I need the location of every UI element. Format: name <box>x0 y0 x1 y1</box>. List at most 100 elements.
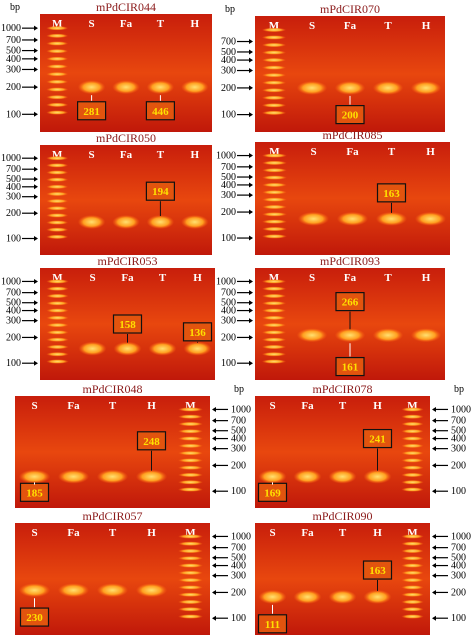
ladder-band <box>46 25 69 31</box>
ladder-label: 400 <box>221 306 236 317</box>
arrow-head <box>249 334 253 340</box>
panel-title: mPdCIR070 <box>320 2 380 16</box>
size-box <box>182 322 213 342</box>
dna-band <box>181 80 209 95</box>
arrow-head <box>212 563 216 569</box>
ladder-label: 300 <box>451 444 466 455</box>
ladder-band <box>46 170 69 175</box>
ladder-band <box>178 585 203 590</box>
ladder-label: 300 <box>6 64 21 75</box>
arrow-head <box>249 57 253 63</box>
ladder-label: 100 <box>221 233 236 244</box>
lane-label: S <box>89 18 95 30</box>
panel-title: mPdCIR044 <box>96 0 156 14</box>
ladder-band <box>401 450 424 456</box>
ladder-band <box>261 88 287 93</box>
dna-band <box>293 589 322 604</box>
ladder-band <box>46 184 69 189</box>
ladder-band <box>46 234 69 240</box>
ladder-label: 500 <box>6 174 21 185</box>
arrow-head <box>432 418 436 424</box>
lane-label: Fa <box>301 400 314 412</box>
arrow-head <box>249 290 253 296</box>
size-box <box>112 314 143 334</box>
lane-label: T <box>339 527 347 539</box>
ladder-band <box>261 344 287 350</box>
bp-label: bp <box>234 384 244 395</box>
ladder-label: 300 <box>221 190 236 201</box>
lane-label: H <box>422 20 431 32</box>
ladder-band <box>262 219 287 224</box>
arrow-head <box>249 308 253 314</box>
arrow-head <box>34 37 38 43</box>
lane-label: S <box>89 149 95 161</box>
ladder-band <box>261 337 287 342</box>
ladder-band <box>401 614 424 619</box>
ladder-band <box>262 212 287 217</box>
lane-label: Fa <box>67 400 80 412</box>
ladder-label: 100 <box>231 613 246 624</box>
lane-label: H <box>193 272 202 284</box>
ladder-band <box>262 175 287 180</box>
ladder-label: 500 <box>451 553 466 564</box>
ladder-band <box>262 190 287 195</box>
ladder-label: 500 <box>6 46 21 57</box>
ladder-label: 500 <box>221 47 236 58</box>
panel-title: mPdCIR078 <box>312 382 372 396</box>
ladder-band <box>46 56 69 62</box>
dna-band <box>96 469 129 484</box>
ladder-band <box>401 458 424 463</box>
ladder-band <box>178 465 203 470</box>
size-label: 266 <box>342 297 359 309</box>
lane-label: S <box>31 400 37 412</box>
ladder-band <box>46 87 69 92</box>
ladder-band <box>178 414 203 419</box>
dna-band <box>146 80 175 95</box>
dna-band <box>77 80 106 95</box>
lane-label: T <box>388 146 396 158</box>
dna-band <box>96 583 129 598</box>
dna-band <box>146 215 175 229</box>
lane-label: S <box>309 272 315 284</box>
arrow-head <box>432 533 436 539</box>
ladder-label: 200 <box>6 82 21 93</box>
panel-title: mPdCIR057 <box>82 509 142 523</box>
arrow-head <box>34 166 38 172</box>
ladder-band <box>261 50 287 55</box>
dna-band <box>334 80 366 95</box>
ladder-label: 1000 <box>231 404 251 415</box>
ladder-band <box>178 487 203 492</box>
ladder-band <box>261 57 287 63</box>
lane-label: M <box>52 18 63 30</box>
ladder-band <box>401 480 424 485</box>
ladder-label: 700 <box>221 288 236 299</box>
arrow-head <box>34 308 38 314</box>
dna-band <box>336 211 369 226</box>
ladder-band <box>261 322 287 328</box>
arrow-head <box>432 615 436 621</box>
ladder-band <box>401 541 424 546</box>
ladder-label: 200 <box>231 460 246 471</box>
ladder-band <box>46 286 69 291</box>
dna-band <box>410 80 442 95</box>
arrow-head <box>34 300 38 306</box>
ladder-band <box>401 599 424 605</box>
dna-band <box>328 589 357 604</box>
arrow-head <box>34 184 38 190</box>
panel-title: mPdCIR053 <box>97 254 157 268</box>
ladder-band <box>46 308 69 313</box>
ladder-label: 300 <box>221 316 236 327</box>
ladder-label: 500 <box>231 553 246 564</box>
ladder-band <box>178 429 203 434</box>
ladder-band <box>46 48 69 54</box>
ladder-band <box>178 563 203 568</box>
ladder-label: 1000 <box>231 531 251 542</box>
lane-label: M <box>269 272 280 284</box>
ladder-band <box>261 95 287 100</box>
lane-label: Fa <box>346 146 359 158</box>
ladder-band <box>46 64 69 69</box>
arrow-head <box>34 194 38 200</box>
dna-band <box>77 215 106 229</box>
arrow-head <box>432 436 436 442</box>
lane-label: S <box>89 272 95 284</box>
